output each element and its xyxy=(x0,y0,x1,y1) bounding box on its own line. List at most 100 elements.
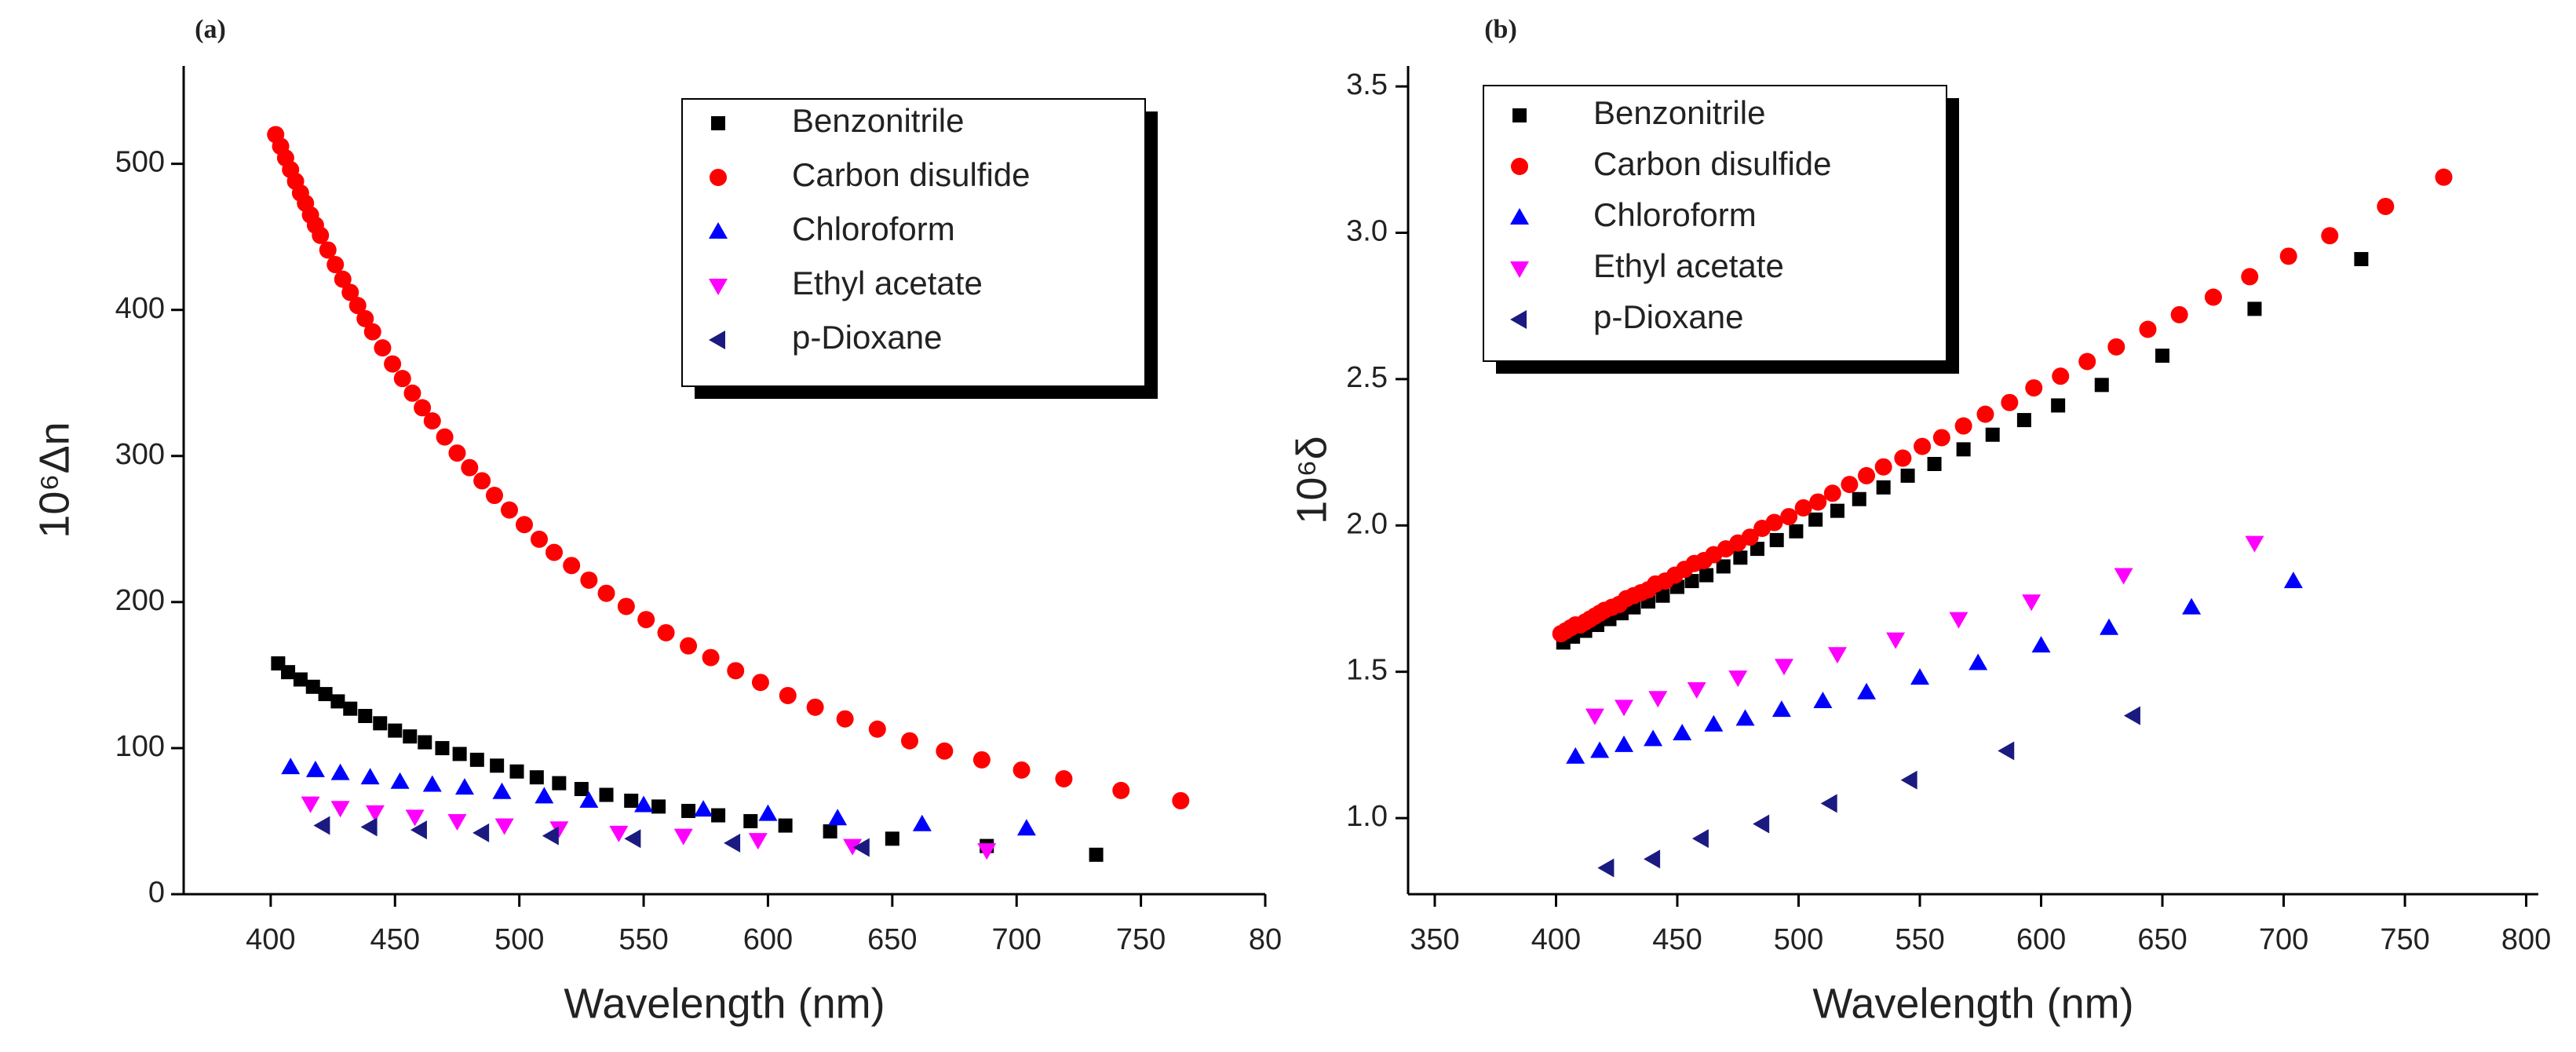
marker-square xyxy=(281,665,296,680)
marker-triangle-down xyxy=(1886,632,1906,649)
marker-circle xyxy=(393,370,411,388)
marker-circle xyxy=(1841,476,1859,494)
x-tick-label: 700 xyxy=(992,923,1042,956)
legend-label: p-Dioxane xyxy=(792,319,942,356)
marker-square xyxy=(624,793,639,808)
legend-label: Ethyl acetate xyxy=(792,265,983,301)
marker-circle xyxy=(423,412,441,430)
marker-triangle-up xyxy=(912,814,932,831)
marker-triangle-up xyxy=(390,772,410,789)
marker-circle xyxy=(2321,227,2339,245)
marker-triangle-up xyxy=(694,800,713,817)
marker-square xyxy=(552,776,567,791)
marker-square xyxy=(1089,847,1104,862)
marker-circle xyxy=(1741,528,1759,546)
x-tick-label: 550 xyxy=(1895,923,1944,956)
x-tick-label: 550 xyxy=(618,923,668,956)
marker-circle xyxy=(597,584,615,602)
marker-circle xyxy=(363,323,381,341)
marker-circle xyxy=(1013,761,1031,779)
marker-square xyxy=(1927,456,1942,471)
legend-label: Carbon disulfide xyxy=(1593,145,1832,182)
panel-label: (b) xyxy=(1484,15,1517,44)
panel-label: (a) xyxy=(195,15,226,44)
marker-triangle-up xyxy=(1590,741,1610,758)
marker-square xyxy=(885,831,899,846)
legend-box xyxy=(1483,85,1947,362)
marker-triangle-down xyxy=(709,279,728,295)
marker-circle xyxy=(1765,513,1783,531)
marker-circle xyxy=(374,339,392,357)
marker-circle xyxy=(341,283,359,301)
marker-triangle-left xyxy=(542,826,559,846)
marker-circle xyxy=(2001,393,2019,411)
marker-square xyxy=(435,740,450,755)
marker-circle xyxy=(1511,158,1528,175)
marker-triangle-down xyxy=(2022,594,2041,612)
marker-square xyxy=(418,735,432,750)
marker-triangle-up xyxy=(1016,819,1036,836)
marker-circle xyxy=(901,732,919,750)
marker-square xyxy=(293,672,308,687)
marker-triangle-down xyxy=(447,813,467,831)
marker-triangle-up xyxy=(758,804,778,821)
marker-triangle-left xyxy=(360,817,378,837)
y-tick-label: 1.5 xyxy=(1346,654,1388,687)
marker-circle xyxy=(319,241,337,259)
marker-triangle-down xyxy=(2245,535,2264,553)
marker-circle xyxy=(530,530,548,548)
marker-triangle-down xyxy=(1510,261,1529,278)
marker-triangle-down xyxy=(330,801,350,818)
marker-triangle-left xyxy=(410,820,427,840)
marker-circle xyxy=(2435,168,2453,186)
marker-triangle-up xyxy=(1510,208,1529,225)
marker-circle xyxy=(2078,352,2096,371)
marker-triangle-up xyxy=(1857,682,1877,700)
x-tick-label: 450 xyxy=(1652,923,1702,956)
legend-label: Chloroform xyxy=(792,210,955,247)
y-tick-label: 2.5 xyxy=(1346,361,1388,394)
marker-triangle-left xyxy=(1597,858,1615,878)
marker-square xyxy=(452,747,467,762)
marker-circle xyxy=(1874,458,1892,476)
y-axis-label: 10⁶Δn xyxy=(31,422,78,538)
marker-triangle-down xyxy=(1827,647,1847,664)
legend-label: Benzonitrile xyxy=(792,102,964,139)
marker-triangle-up xyxy=(1566,747,1585,764)
marker-triangle-left xyxy=(313,816,330,835)
marker-circle xyxy=(1794,499,1812,517)
marker-triangle-left xyxy=(473,823,490,842)
marker-square xyxy=(574,782,589,797)
marker-triangle-up xyxy=(1615,735,1634,752)
marker-square xyxy=(358,708,373,723)
marker-square xyxy=(823,824,837,838)
marker-triangle-left xyxy=(1510,310,1527,329)
marker-circle xyxy=(710,169,727,186)
marker-triangle-down xyxy=(549,821,569,838)
marker-square xyxy=(651,799,666,814)
marker-triangle-left xyxy=(2123,706,2140,725)
marker-triangle-up xyxy=(422,775,442,792)
marker-triangle-up xyxy=(1704,714,1724,732)
marker-circle xyxy=(436,428,454,446)
marker-triangle-up xyxy=(454,778,474,795)
marker-circle xyxy=(473,472,491,490)
marker-circle xyxy=(2107,338,2125,356)
marker-triangle-up xyxy=(1813,691,1833,708)
y-tick-label: 0 xyxy=(148,876,165,909)
marker-square xyxy=(330,694,345,709)
marker-square xyxy=(388,723,403,738)
marker-square xyxy=(403,729,418,744)
x-tick-label: 80 xyxy=(1249,923,1282,956)
marker-circle xyxy=(485,487,503,505)
marker-triangle-left xyxy=(1644,849,1661,869)
marker-circle xyxy=(414,399,432,417)
marker-circle xyxy=(1914,437,1932,455)
x-axis-label: Wavelength (nm) xyxy=(1812,980,2133,1027)
marker-triangle-down xyxy=(1774,659,1793,676)
marker-circle xyxy=(2052,367,2070,385)
marker-square xyxy=(509,764,524,779)
marker-triangle-down xyxy=(1687,682,1706,700)
marker-square xyxy=(1852,491,1866,506)
marker-triangle-down xyxy=(1949,612,1968,629)
